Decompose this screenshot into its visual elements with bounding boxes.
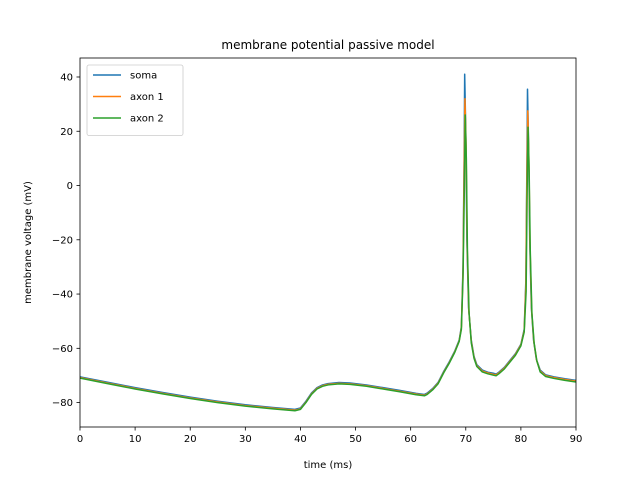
series-layer	[80, 73, 576, 412]
x-axis-label: time (ms)	[304, 460, 353, 471]
y-axis: −80 −60 −40 −20 0 20 40	[52, 72, 80, 409]
y-tick-label: −60	[52, 344, 73, 355]
y-tick-label: −40	[52, 290, 73, 301]
x-axis: 0 10 20 30 40 50 60 70 80 90	[77, 427, 583, 445]
x-tick-label: 40	[294, 434, 307, 445]
chart-title: membrane potential passive model	[221, 38, 434, 52]
legend-label: soma	[130, 71, 157, 82]
legend-label: axon 1	[130, 92, 164, 103]
x-tick-label: 60	[404, 434, 417, 445]
x-tick-label: 10	[129, 434, 142, 445]
x-tick-label: 20	[184, 434, 197, 445]
y-tick-label: 20	[60, 127, 73, 138]
legend: soma axon 1 axon 2	[86, 64, 184, 136]
legend-label: axon 2	[130, 114, 164, 125]
x-tick-label: 80	[515, 434, 528, 445]
x-tick-label: 0	[77, 434, 83, 445]
x-tick-label: 90	[570, 434, 583, 445]
y-tick-label: 0	[67, 181, 73, 192]
x-tick-label: 30	[239, 434, 252, 445]
y-tick-label: −80	[52, 398, 73, 409]
y-axis-label: membrane voltage (mV)	[23, 181, 34, 304]
y-tick-label: −20	[52, 235, 73, 246]
plot-frame	[79, 57, 577, 428]
y-tick-label: 40	[60, 72, 73, 83]
series-line-axon-2	[80, 114, 576, 412]
x-tick-label: 70	[459, 434, 472, 445]
x-tick-label: 50	[349, 434, 362, 445]
